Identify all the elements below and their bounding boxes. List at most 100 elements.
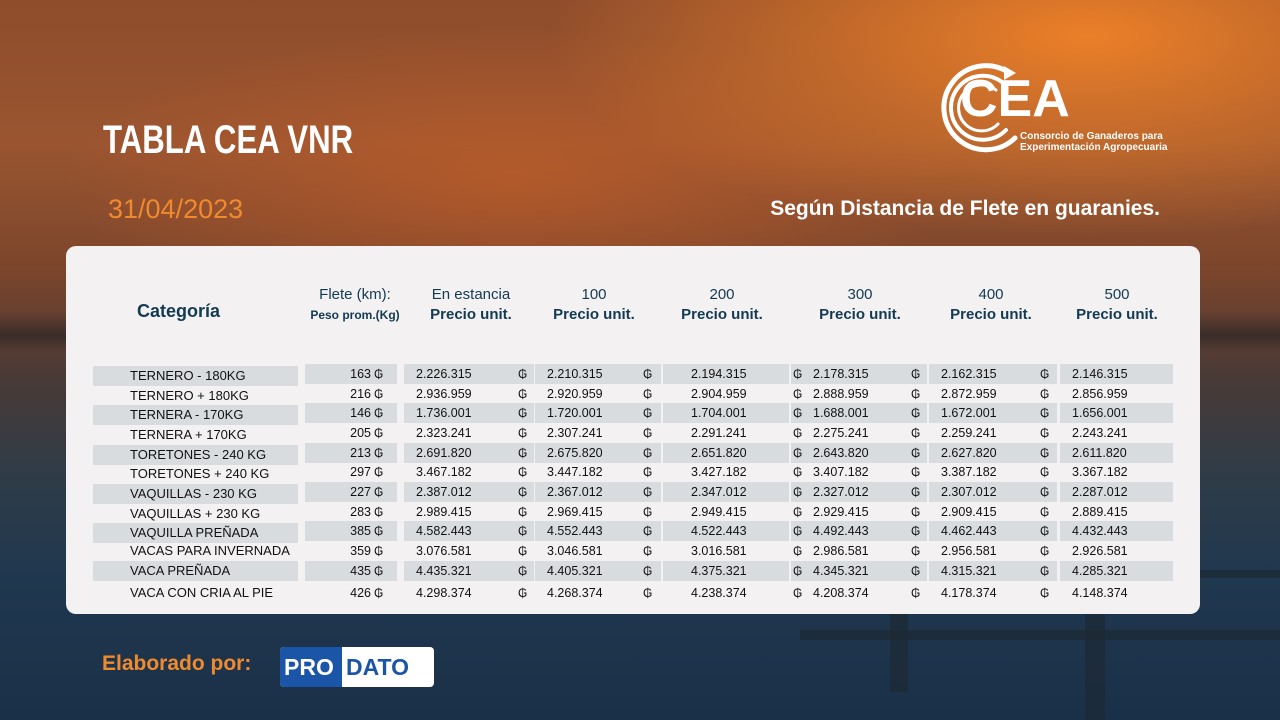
currency-symbol: ₲ [643,465,653,479]
price-column-unit: Precio unit. [681,306,763,323]
price-cell: 3.076.581 [404,541,534,561]
currency-symbol: ₲ [911,485,921,499]
currency-symbol: ₲ [1040,586,1050,600]
price-column-unit: Precio unit. [553,306,635,323]
currency-symbol: ₲ [911,465,921,479]
currency-symbol: ₲ [518,446,528,460]
price-column-distance: 200 [709,286,735,303]
weight-cell: 283 [350,505,371,519]
price-cell: 1.688.001 [791,403,927,423]
price-cell: 4.375.321 [663,561,789,581]
price-cell: 4.462.443 [929,521,1057,541]
table-row: TORETONES + 240 KG 297 ₲ 3.467.182 3.447.182… [0,462,1280,482]
currency-symbol: ₲ [518,367,528,381]
prodato-logo-part2: DATO [346,654,410,680]
price-cell: 2.920.959 [535,384,661,404]
category-cell: TERNERA + 170KG [130,427,247,442]
currency-symbol: ₲ [643,387,653,401]
price-value: 2.210.315 [547,367,603,381]
logo-tagline-line2: Experimentación Agropecuaria [1020,142,1168,153]
currency-symbol: ₲ [643,406,653,420]
currency-symbol: ₲ [1040,505,1050,519]
price-value: 4.462.443 [941,524,997,538]
weight-cell: 146 [305,403,397,423]
page-title: TABLA CEA VNR [103,118,354,162]
price-cell: 4.315.321 [929,561,1057,581]
currency-symbol: ₲ [793,505,803,519]
currency-symbol: ₲ [643,446,653,460]
currency-symbol: ₲ [518,485,528,499]
price-cell: 2.888.959 [791,384,927,404]
price-cell: 2.627.820 [929,443,1057,463]
price-cell: 1.656.001 [1060,403,1173,423]
currency-symbol: ₲ [793,485,803,499]
table-row: VAQUILLAS + 230 KG 283 ₲ 2.989.415 2.969.415… [0,502,1280,522]
currency-symbol: ₲ [518,586,528,600]
currency-symbol: ₲ [518,406,528,420]
currency-symbol: ₲ [911,505,921,519]
currency-symbol: ₲ [1040,367,1050,381]
category-cell: TORETONES - 240 KG [93,445,298,465]
price-value: 2.611.820 [1072,446,1127,460]
currency-symbol: ₲ [793,524,803,538]
price-value: 3.046.581 [547,544,603,558]
prodato-logo-blue-block [280,647,342,687]
weight-cell: 426 [350,586,371,600]
currency-symbol: ₲ [911,387,921,401]
price-cell: 2.904.959 [663,384,789,404]
price-value: 4.522.443 [691,524,747,538]
price-cell: 2.926.581 [1060,541,1173,561]
price-value: 2.920.959 [547,387,603,401]
price-value: 2.327.012 [813,485,869,499]
background-fence-post [890,612,908,692]
weight-cell: 435 [305,561,397,581]
price-cell: 2.675.820 [535,443,661,463]
currency-symbol: ₲ [374,446,384,460]
price-cell: 2.307.012 [929,482,1057,502]
currency-symbol: ₲ [374,564,384,578]
table-row: VAQUILLAS - 230 KG 227 ₲ 2.387.012 2.367.012… [0,482,1280,504]
price-cell: 2.989.415 [404,502,534,522]
price-cell: 2.969.415 [535,502,661,522]
price-cell: 4.148.374 [1060,583,1173,603]
price-value: 2.956.581 [941,544,997,558]
price-cell: 2.929.415 [791,502,927,522]
currency-symbol: ₲ [793,367,803,381]
price-cell: 3.407.182 [791,462,927,482]
price-value: 2.307.241 [547,426,603,440]
logo-tagline: Consorcio de Ganaderos para Experimentac… [1020,131,1167,153]
currency-symbol: ₲ [643,544,653,558]
price-value: 4.345.321 [813,564,869,578]
price-cell: 3.046.581 [535,541,661,561]
price-value: 2.904.959 [691,387,747,401]
page-subtitle: Según Distancia de Flete en guaranies. [770,197,1160,220]
price-value: 3.467.182 [416,465,472,479]
price-column-distance: 500 [1104,286,1130,303]
price-value: 4.178.374 [941,586,997,600]
table-row: VAQUILLA PREÑADA 385 ₲ 4.582.443 4.552.443 4.… [0,521,1280,543]
price-cell: 4.435.321 [404,561,534,581]
price-value: 2.387.012 [416,485,472,499]
price-value: 4.298.374 [416,586,472,600]
price-value: 1.704.001 [691,406,747,420]
price-cell: 4.405.321 [535,561,661,581]
currency-symbol: ₲ [374,367,384,381]
price-cell: 3.427.182 [663,462,789,482]
price-value: 4.435.321 [416,564,472,578]
price-column-unit: Precio unit. [1076,306,1158,323]
price-cell: 2.611.820 [1060,443,1173,463]
table-row: VACA CON CRIA AL PIE 426 ₲ 4.298.374 4.268.3… [0,583,1280,603]
price-cell: 4.345.321 [791,561,927,581]
currency-symbol: ₲ [518,387,528,401]
price-column-distance: 300 [847,286,873,303]
price-value: 3.076.581 [416,544,472,558]
price-value: 2.856.959 [1072,387,1128,401]
price-value: 3.367.182 [1072,465,1128,479]
price-value: 2.651.820 [691,446,747,460]
currency-symbol: ₲ [911,564,921,578]
price-cell: 2.226.315 [404,364,534,384]
price-value: 2.347.012 [691,485,747,499]
flete-header: Flete (km): Peso prom.(Kg) [300,286,410,326]
price-value: 2.888.959 [813,387,869,401]
price-cell: 2.162.315 [929,364,1057,384]
